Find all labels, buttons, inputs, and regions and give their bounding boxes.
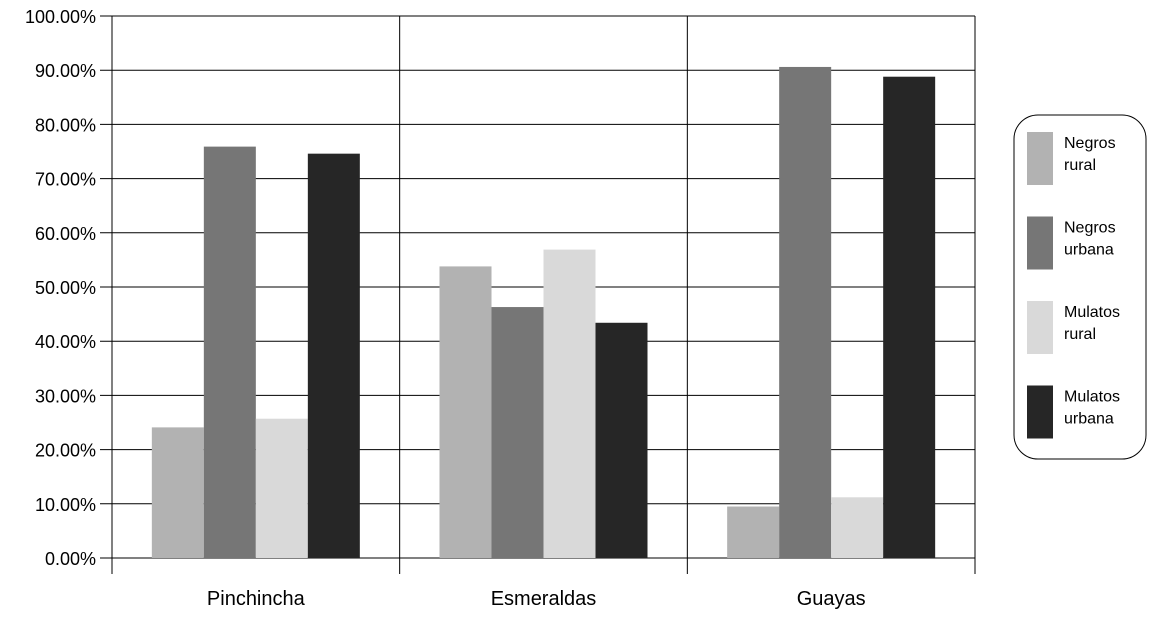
y-tick-label: 10.00%: [35, 495, 96, 515]
y-tick-label: 60.00%: [35, 224, 96, 244]
bar-negros-rural: [439, 266, 492, 558]
category-label: Guayas: [797, 588, 866, 610]
bar-mulatos-rural: [543, 249, 596, 559]
chart-bars: [151, 66, 936, 559]
legend-label: Negros: [1064, 135, 1116, 152]
legend-label: Negros: [1064, 220, 1116, 237]
category-label: Esmeraldas: [491, 588, 597, 610]
legend-label: urbana: [1064, 242, 1114, 259]
legend: Negros rural Negros urbana Mulatos rural Mulat…: [1013, 114, 1147, 460]
bar-negros-urbana: [779, 66, 832, 558]
x-axis: Pinchincha Esmeraldas Guayas: [207, 588, 866, 610]
y-tick-label: 100.00%: [25, 7, 96, 27]
bar-mulatos-urbana: [595, 322, 648, 558]
legend-label: rural: [1064, 326, 1096, 343]
y-tick-label: 30.00%: [35, 386, 96, 406]
bar-negros-rural: [151, 427, 204, 558]
legend-box: [1013, 114, 1147, 460]
bar-mulatos-urbana: [883, 76, 936, 558]
y-tick-label: 0.00%: [45, 549, 96, 569]
legend-swatch: [1027, 385, 1053, 439]
y-tick-label: 20.00%: [35, 441, 96, 461]
y-tick-label: 40.00%: [35, 332, 96, 352]
bar-mulatos-urbana: [307, 153, 360, 558]
legend-swatch: [1027, 216, 1053, 270]
bar-mulatos-rural: [255, 418, 308, 558]
y-tick-label: 50.00%: [35, 278, 96, 298]
bar-negros-urbana: [491, 307, 544, 558]
bar-negros-urbana: [203, 146, 256, 558]
y-tick-label: 90.00%: [35, 61, 96, 81]
bar-negros-rural: [727, 506, 780, 558]
legend-label: urbana: [1064, 411, 1114, 428]
legend-label: Mulatos: [1064, 389, 1120, 406]
bar-mulatos-rural: [831, 497, 884, 558]
y-tick-label: 80.00%: [35, 115, 96, 135]
legend-swatch: [1027, 301, 1053, 354]
legend-label: rural: [1064, 157, 1096, 174]
legend-label: Mulatos: [1064, 304, 1120, 321]
y-axis: 0.00% 10.00% 20.00% 30.00% 40.00% 50.00% 60.00…: [25, 7, 96, 569]
legend-swatch: [1027, 132, 1053, 185]
y-tick-label: 70.00%: [35, 170, 96, 190]
category-label: Pinchincha: [207, 588, 306, 610]
